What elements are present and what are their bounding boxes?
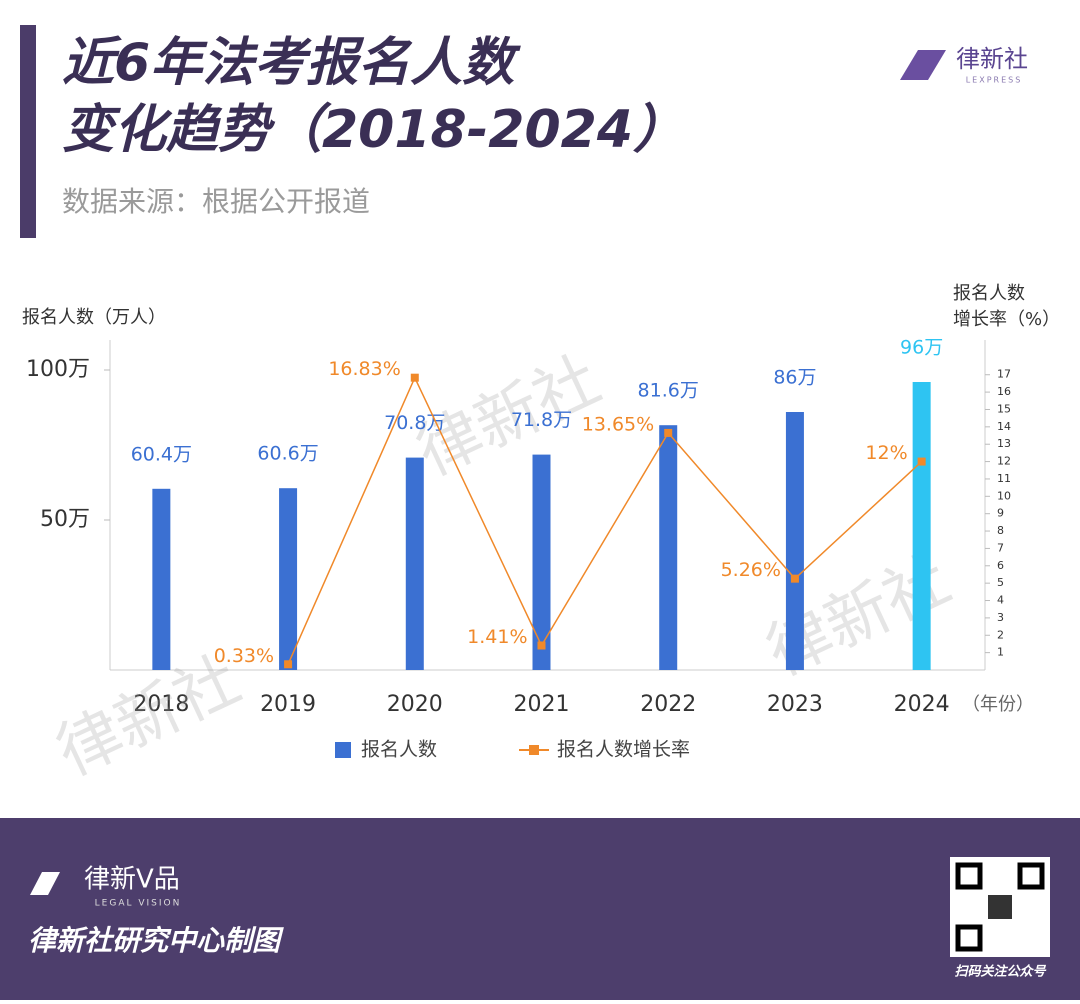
y-tick-label: 50万 — [40, 507, 90, 532]
bar — [279, 488, 298, 670]
line-point — [410, 373, 419, 382]
line-point — [537, 641, 546, 650]
footer-band — [0, 818, 1080, 1000]
logo-icon — [900, 50, 946, 80]
bar-value-label: 81.6万 — [638, 380, 699, 402]
y2-tick-label: 3 — [997, 611, 1004, 624]
bar-value-label: 71.8万 — [511, 409, 572, 431]
x-tick-label: 2024 — [894, 692, 950, 717]
footer-icon — [30, 872, 60, 895]
qr-pattern — [988, 895, 1012, 919]
line — [287, 375, 923, 665]
qr-corner — [955, 924, 983, 952]
line-value-label: 0.33% — [214, 645, 274, 667]
qr-corner — [1017, 862, 1045, 890]
legend-label: 报名人数 — [361, 739, 437, 761]
y2-tick-label: 13 — [997, 437, 1011, 450]
line-value-label: 1.41% — [467, 626, 527, 648]
footer-brand-sub: LEGAL VISION — [95, 899, 182, 909]
chart: 报名人数（万人）报名人数增长率（%）（年份）50万100万12345678910… — [22, 283, 1060, 791]
bar — [912, 382, 931, 670]
y-axis-label: 报名人数（万人） — [22, 307, 166, 328]
x-tick-label: 2022 — [640, 692, 696, 717]
bar — [152, 488, 171, 670]
legend-swatch — [529, 745, 539, 755]
logo-sub: LEXPRESS — [966, 76, 1023, 85]
bar-value-label: 86万 — [773, 367, 816, 389]
bar — [405, 457, 424, 670]
bar — [785, 412, 804, 670]
y2-tick-label: 10 — [997, 489, 1011, 502]
y2-tick-label: 17 — [997, 368, 1011, 381]
bar-value-label: 60.4万 — [131, 443, 192, 465]
qr-corner — [955, 862, 983, 890]
y2-tick-label: 7 — [997, 541, 1004, 554]
y2-axis-label: 增长率（%） — [953, 309, 1060, 330]
line-point — [790, 574, 799, 583]
y2-tick-label: 12 — [997, 455, 1011, 468]
y2-tick-label: 8 — [997, 524, 1004, 537]
y2-tick-label: 2 — [997, 628, 1004, 641]
y-tick-label: 100万 — [26, 357, 90, 382]
logo: 律新社 — [956, 45, 1028, 73]
y2-tick-label: 1 — [997, 646, 1004, 659]
x-tick-label: 2023 — [767, 692, 823, 717]
y2-tick-label: 15 — [997, 402, 1011, 415]
x-axis-label: （年份） — [962, 694, 1034, 715]
accent-bar — [20, 25, 36, 238]
bar-value-label: 60.6万 — [257, 443, 318, 465]
legend-label: 报名人数增长率 — [557, 739, 690, 761]
footer-credit: 律新社研究中心制图 — [28, 924, 284, 957]
bar — [532, 454, 551, 670]
x-tick-label: 2020 — [387, 692, 443, 717]
bar — [659, 425, 678, 670]
title-line: 近6年法考报名人数 — [62, 33, 521, 93]
y2-tick-label: 4 — [997, 594, 1004, 607]
bar-value-label: 96万 — [900, 337, 943, 359]
line-point — [664, 428, 673, 437]
line-value-label: 5.26% — [721, 559, 781, 581]
y2-axis-label: 报名人数 — [953, 283, 1025, 304]
title-line: 变化趋势（2018-2024） — [62, 100, 685, 160]
footer-brand: 律新V品 — [84, 865, 180, 895]
y2-tick-label: 9 — [997, 507, 1004, 520]
subtitle: 数据来源：根据公开报道 — [62, 185, 370, 218]
x-tick-label: 2018 — [133, 692, 189, 717]
line-point — [284, 660, 293, 669]
bar-value-label: 70.8万 — [384, 412, 445, 434]
line-point — [917, 457, 926, 466]
y2-tick-label: 5 — [997, 576, 1004, 589]
y2-tick-label: 16 — [997, 385, 1011, 398]
y2-tick-label: 6 — [997, 559, 1004, 572]
y2-tick-label: 11 — [997, 472, 1011, 485]
line-value-label: 16.83% — [328, 358, 400, 380]
line-value-label: 13.65% — [582, 413, 654, 435]
y2-tick-label: 14 — [997, 420, 1011, 433]
legend-swatch — [335, 742, 351, 758]
line-value-label: 12% — [865, 442, 907, 464]
qr-caption: 扫码关注公众号 — [954, 964, 1046, 980]
x-tick-label: 2019 — [260, 692, 316, 717]
x-tick-label: 2021 — [514, 692, 570, 717]
